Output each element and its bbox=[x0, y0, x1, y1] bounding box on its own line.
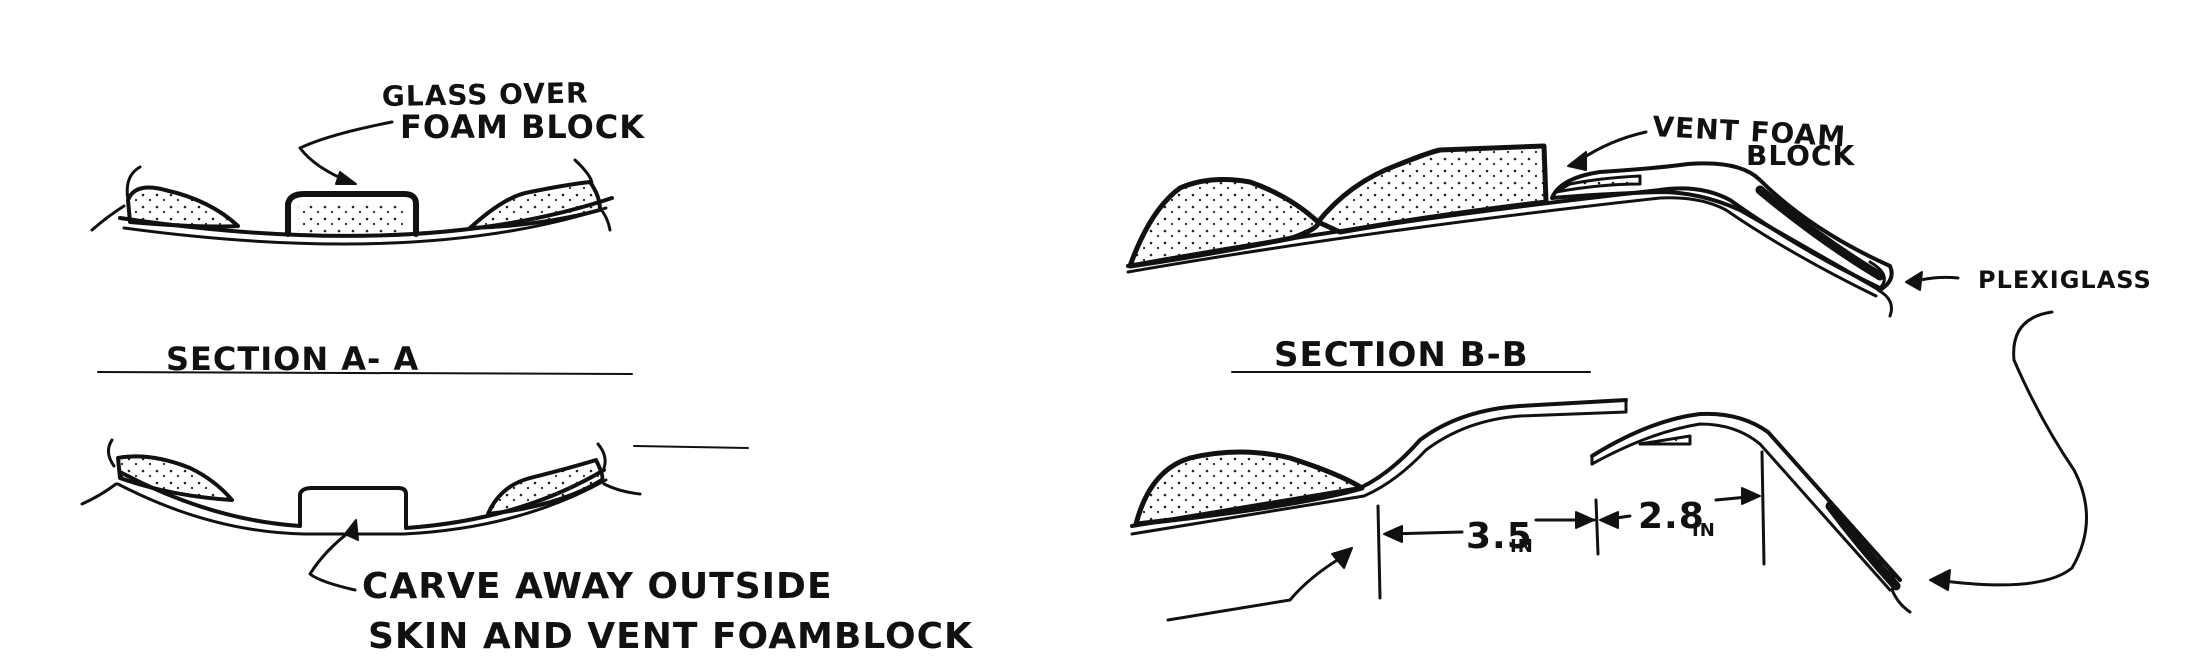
foam-block-left bbox=[126, 185, 240, 229]
label-glass-over: GLASS OVER bbox=[382, 76, 589, 113]
dimension-lines bbox=[1376, 450, 1766, 600]
label-carve-away: CARVE AWAY OUTSIDE bbox=[362, 566, 833, 607]
dimension-2-8-unit: IN bbox=[1692, 520, 1716, 541]
label-skin-and-vent: SKIN AND VENT FOAMBLOCK bbox=[368, 616, 973, 657]
carved-foam-b-left bbox=[1133, 449, 1365, 527]
section-b-top-drawing bbox=[1126, 130, 1960, 318]
carved-foam-left bbox=[116, 454, 234, 502]
label-section-b: SECTION B-B bbox=[1274, 335, 1529, 375]
dimension-3-5-unit: IN bbox=[1510, 536, 1534, 557]
section-b-carved-drawing bbox=[1130, 310, 2088, 622]
dimension-3-5-value: 3.5 bbox=[1466, 516, 1533, 557]
glass-over-foam-block bbox=[285, 191, 419, 237]
label-block: BLOCK bbox=[1746, 139, 1856, 172]
dimension-2-8-value: 2.8 bbox=[1638, 496, 1705, 537]
section-a-line bbox=[97, 371, 633, 375]
foam-block-right bbox=[468, 180, 602, 230]
label-section-a: SECTION A- A bbox=[166, 340, 419, 378]
carved-foam-right bbox=[486, 458, 605, 516]
plexiglass-leader bbox=[1934, 310, 2088, 587]
label-foam-block: FOAM BLOCK bbox=[400, 108, 645, 146]
vent-foam-block bbox=[1550, 161, 1894, 292]
foam-block-b-left bbox=[1127, 177, 1321, 269]
section-a-carved-drawing bbox=[80, 438, 749, 592]
label-plexiglass: PLEXIGLASS bbox=[1978, 266, 2152, 294]
foam-block-b-mid bbox=[1315, 143, 1549, 235]
section-a-top-drawing bbox=[90, 120, 614, 246]
